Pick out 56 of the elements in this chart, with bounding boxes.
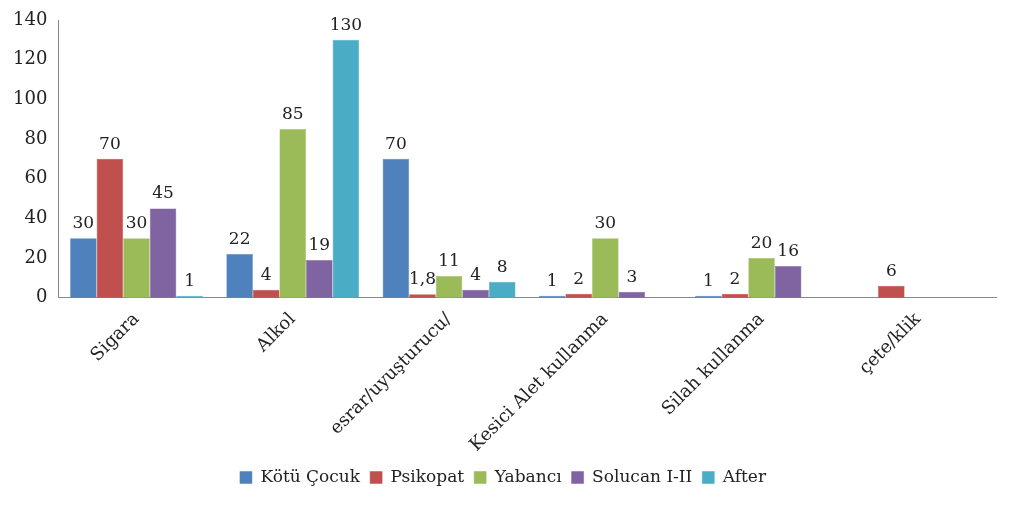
bar: [774, 265, 802, 298]
bar: [306, 260, 333, 298]
data-label: 70: [385, 132, 407, 153]
bar: [252, 289, 280, 298]
legend-label: Solucan I-II: [592, 465, 693, 486]
data-label: 20: [750, 231, 773, 252]
data-label: 85: [281, 103, 304, 124]
bar: [409, 294, 436, 298]
data-label: 4: [470, 263, 482, 284]
bar: [332, 39, 360, 298]
data-label: 16: [777, 239, 799, 260]
data-label: 11: [438, 249, 460, 270]
data-label: 30: [594, 212, 617, 233]
legend-label: Yabancı: [493, 465, 563, 486]
data-label: 2: [729, 267, 741, 288]
data-label: 1,8: [408, 268, 436, 289]
bar: [878, 285, 905, 298]
y-tick-label: 40: [24, 206, 48, 228]
y-tick-label: 140: [13, 7, 48, 29]
data-label: 6: [885, 259, 897, 280]
data-label: 130: [329, 13, 363, 34]
bar: [279, 129, 307, 298]
bar: [123, 238, 150, 298]
legend-label: After: [721, 465, 767, 486]
legend-label: Psikopat: [390, 465, 465, 486]
bar: [96, 158, 124, 298]
data-label: 1: [546, 269, 558, 290]
data-label: 3: [626, 265, 638, 286]
data-label: 2: [573, 267, 585, 288]
bar: [462, 289, 489, 298]
data-label: 45: [152, 182, 174, 203]
data-label: 30: [125, 212, 148, 233]
bar: [70, 238, 97, 298]
y-tick-label: 0: [35, 285, 48, 307]
bar: [592, 238, 619, 298]
bar: [382, 158, 410, 298]
bar: [226, 254, 253, 298]
bar: [748, 258, 775, 298]
data-label: 4: [260, 263, 272, 284]
y-tick-label: 20: [24, 245, 48, 267]
bar: [149, 208, 177, 298]
y-tick-label: 80: [24, 126, 48, 148]
bar: [618, 291, 646, 298]
data-label: 19: [308, 233, 331, 254]
bar: [435, 275, 463, 298]
y-tick-label: 100: [13, 87, 48, 109]
data-label: 1: [184, 269, 196, 290]
bar: [488, 281, 516, 298]
legend-label: Kötü Çocuk: [260, 465, 361, 486]
y-tick-label: 60: [24, 166, 48, 188]
data-label: 22: [228, 228, 251, 249]
data-label: 30: [72, 212, 95, 233]
data-label: 70: [99, 132, 121, 153]
y-tick-label: 120: [13, 47, 48, 69]
data-label: 1: [703, 269, 714, 290]
data-label: 8: [496, 255, 508, 276]
